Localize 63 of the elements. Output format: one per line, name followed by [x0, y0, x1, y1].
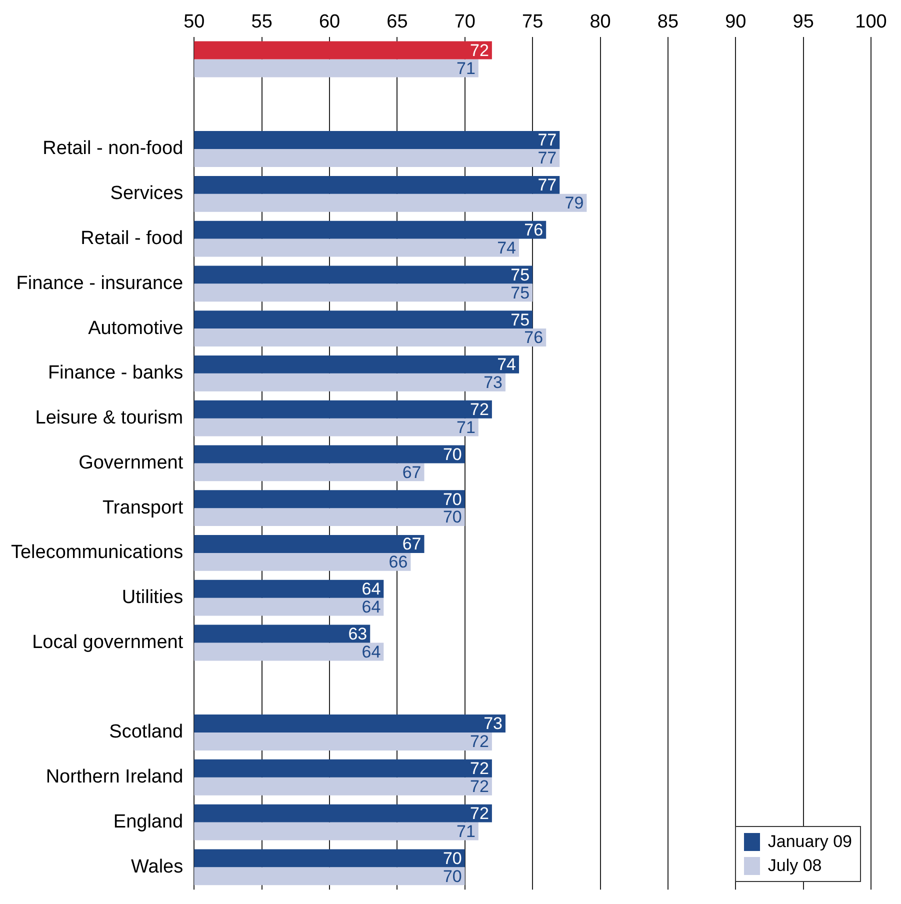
- data-label: 77: [538, 130, 557, 150]
- x-tick-label: 85: [657, 12, 679, 33]
- data-label: 66: [388, 552, 408, 572]
- y-tick-label: Scotland: [109, 722, 184, 743]
- data-label: 70: [442, 490, 462, 509]
- x-tick-label: 100: [855, 12, 887, 33]
- y-tick-label: Government: [78, 452, 184, 474]
- data-label: 70: [442, 444, 462, 464]
- data-label: 79: [564, 194, 584, 213]
- data-label: 64: [362, 598, 381, 617]
- y-tick-label: Local government: [32, 632, 184, 653]
- x-tick-label: 80: [590, 12, 611, 33]
- data-label: 63: [348, 624, 368, 644]
- legend-label: January 09: [768, 831, 852, 853]
- data-label: 67: [402, 462, 422, 482]
- data-label: 72: [470, 400, 489, 420]
- data-label: 77: [538, 148, 557, 168]
- y-tick-label: Automotive: [88, 318, 184, 339]
- data-label: 75: [510, 310, 530, 330]
- x-tick-label: 95: [792, 12, 814, 33]
- data-label: 72: [470, 804, 489, 823]
- y-tick-label: Finance - insurance: [16, 272, 184, 294]
- y-tick-label: Services: [110, 183, 184, 204]
- y-tick-label: Northern Ireland: [46, 766, 184, 788]
- data-label: 76: [524, 328, 544, 348]
- y-tick-label: England: [113, 812, 184, 833]
- y-tick-label: Telecommunications: [10, 542, 184, 564]
- y-tick-label: Transport: [102, 497, 184, 518]
- data-label: 72: [470, 732, 489, 752]
- data-label: 74: [497, 355, 516, 374]
- data-label: 77: [538, 176, 557, 195]
- data-label: 76: [524, 220, 544, 240]
- data-label: 71: [456, 418, 476, 437]
- data-label: 64: [362, 642, 381, 662]
- y-tick-label: Utilities: [122, 587, 184, 608]
- data-label: 64: [362, 580, 381, 599]
- x-tick-label: 55: [251, 12, 272, 33]
- legend-label: July 08: [768, 855, 822, 877]
- y-tick-label: Leisure & tourism: [35, 408, 184, 429]
- x-tick-label: 60: [318, 12, 340, 33]
- x-tick-label: 65: [386, 12, 408, 33]
- data-label: 70: [442, 508, 462, 527]
- y-tick-label: Wales: [131, 856, 184, 878]
- data-label: 70: [442, 848, 462, 868]
- data-label: 74: [497, 238, 516, 258]
- data-label: 72: [470, 777, 489, 796]
- x-tick-label: 70: [454, 12, 476, 33]
- data-label: 70: [442, 866, 462, 886]
- data-label: 72: [470, 40, 489, 60]
- x-tick-label: 50: [184, 12, 205, 33]
- data-label: 75: [510, 283, 530, 302]
- data-label: 72: [470, 759, 489, 778]
- data-label: 73: [484, 714, 502, 734]
- x-tick-label: 90: [725, 12, 746, 33]
- data-label: 71: [456, 58, 476, 78]
- y-tick-label: Retail - food: [80, 228, 184, 250]
- y-tick-label: Retail - non-food: [42, 138, 184, 160]
- data-label: 75: [510, 265, 530, 284]
- data-label: 73: [484, 373, 502, 392]
- y-tick-label: Finance - banks: [48, 362, 184, 384]
- data-label: 71: [456, 822, 476, 841]
- data-label: 67: [402, 534, 422, 554]
- x-tick-label: 75: [522, 12, 544, 33]
